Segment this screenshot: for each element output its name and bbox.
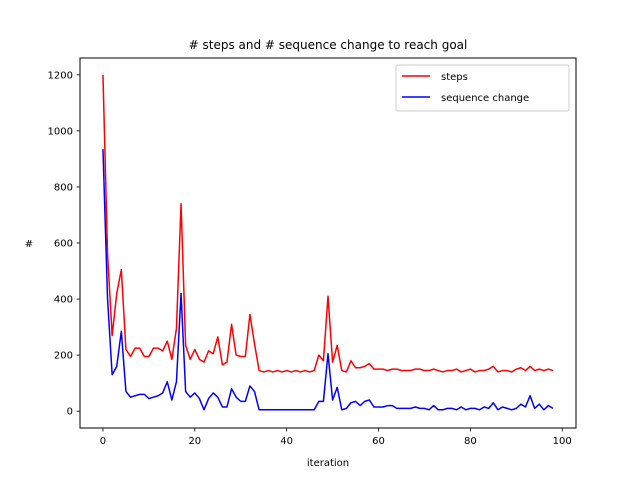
x-tick-label: 0 [100,436,106,447]
legend: steps sequence change [395,64,570,112]
legend-label-steps: steps [441,72,468,83]
y-tick-label: 200 [54,351,73,362]
x-axis-label: iteration [307,458,349,469]
x-tick-label: 60 [372,436,385,447]
plot-frame [79,57,577,429]
y-tick-label: 600 [54,239,73,250]
legend-label-sequence-change: sequence change [441,93,529,104]
y-tick-label: 400 [54,295,73,306]
x-tick-label: 80 [464,436,477,447]
y-tick-label: 0 [67,407,73,418]
x-tick-label: 100 [553,436,572,447]
plot-lines [102,74,554,411]
x-tick-label: 20 [188,436,201,447]
y-axis-label: # [25,239,33,250]
y-tick-label: 800 [54,182,73,193]
series-line-steps [102,74,554,373]
series-line-sequence-change [102,149,554,411]
y-tick-label: 1200 [48,70,73,81]
x-tick-label: 40 [280,436,293,447]
y-tick-label: 1000 [48,126,73,137]
legend-box [395,64,570,112]
chart-title: # steps and # sequence change to reach g… [189,38,468,52]
